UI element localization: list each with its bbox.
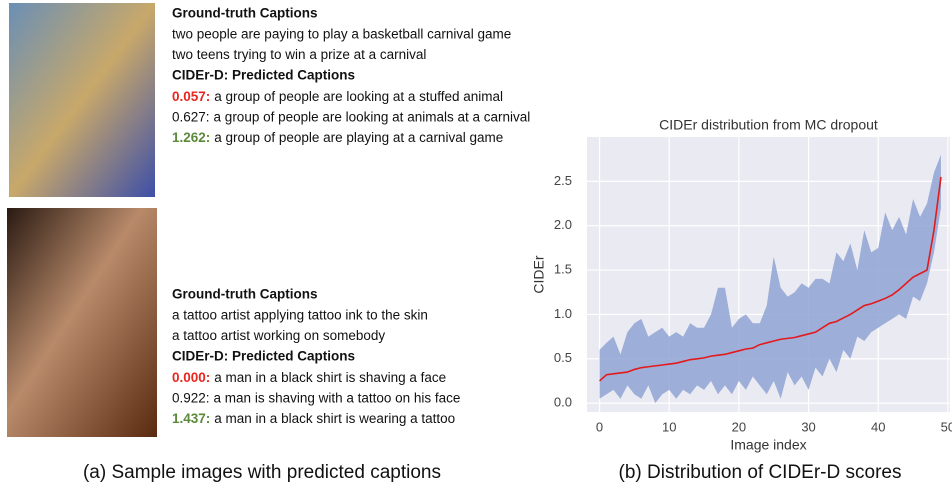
- caption-text: a group of people are looking at a stuff…: [214, 88, 503, 103]
- y-axis-label: CIDEr: [531, 255, 547, 293]
- figure: Ground-truth Captions two people are payi…: [0, 0, 952, 490]
- ground-truth-caption: two teens trying to win a prize at a car…: [172, 47, 426, 62]
- predicted-caption: 1.437: a man in a black shirt is wearing …: [172, 411, 455, 426]
- predicted-caption: 1.262: a group of people are playing at a…: [172, 130, 503, 145]
- x-tick-label: 10: [662, 419, 676, 434]
- sample-image: [9, 3, 155, 197]
- caption-text: a man in a black shirt is shaving a face: [214, 369, 446, 384]
- score: 0.922:: [172, 390, 210, 405]
- y-tick-label: 0.0: [554, 395, 572, 410]
- score: 1.437:: [172, 411, 210, 426]
- predicted-caption: 0.057: a group of people are looking at a…: [172, 88, 503, 103]
- x-tick-label: 20: [732, 419, 746, 434]
- caption-text: a group of people are playing at a carni…: [214, 130, 503, 145]
- caption-blocks: Ground-truth Captions two people are payi…: [172, 6, 530, 426]
- heading: CIDEr-D: Predicted Captions: [172, 349, 355, 364]
- y-tick-label: 1.5: [554, 262, 572, 277]
- chart-title: CIDEr distribution from MC dropout: [659, 117, 878, 133]
- score: 0.000:: [172, 369, 210, 384]
- sample-image: [7, 208, 157, 437]
- y-tick-label: 0.5: [554, 350, 572, 365]
- predicted-caption: 0.000: a man in a black shirt is shaving …: [172, 369, 446, 384]
- score: 0.057:: [172, 88, 210, 103]
- y-tick-label: 2.5: [554, 173, 572, 188]
- panel-caption: (b) Distribution of CIDEr-D scores: [619, 462, 902, 483]
- x-axis-label: Image index: [730, 437, 806, 453]
- chart: CIDEr distribution from MC dropout Image …: [531, 117, 952, 453]
- x-tick-label: 50: [941, 419, 952, 434]
- ground-truth-caption: a tattoo artist working on somebody: [172, 328, 385, 343]
- predicted-caption: 0.922: a man is shaving with a tattoo on …: [172, 390, 460, 405]
- x-tick-label: 0: [596, 419, 603, 434]
- score: 1.262:: [172, 130, 210, 145]
- ground-truth-caption: a tattoo artist applying tattoo ink to t…: [172, 307, 428, 322]
- y-tick-label: 1.0: [554, 306, 572, 321]
- heading: Ground-truth Captions: [172, 287, 317, 302]
- x-tick-label: 30: [801, 419, 815, 434]
- heading: CIDEr-D: Predicted Captions: [172, 68, 355, 83]
- predicted-caption: 0.627: a group of people are looking at a…: [172, 109, 530, 124]
- caption-text: a group of people are looking at animals…: [214, 109, 531, 124]
- x-tick-label: 40: [871, 419, 885, 434]
- heading: Ground-truth Captions: [172, 6, 317, 21]
- score: 0.627:: [172, 109, 210, 124]
- ground-truth-caption: two people are paying to play a basketba…: [172, 26, 511, 41]
- y-tick-label: 2.0: [554, 217, 572, 232]
- panel-caption: (a) Sample images with predicted caption…: [83, 462, 441, 483]
- caption-text: a man in a black shirt is wearing a tatt…: [214, 411, 455, 426]
- caption-text: a man is shaving with a tattoo on his fa…: [214, 390, 461, 405]
